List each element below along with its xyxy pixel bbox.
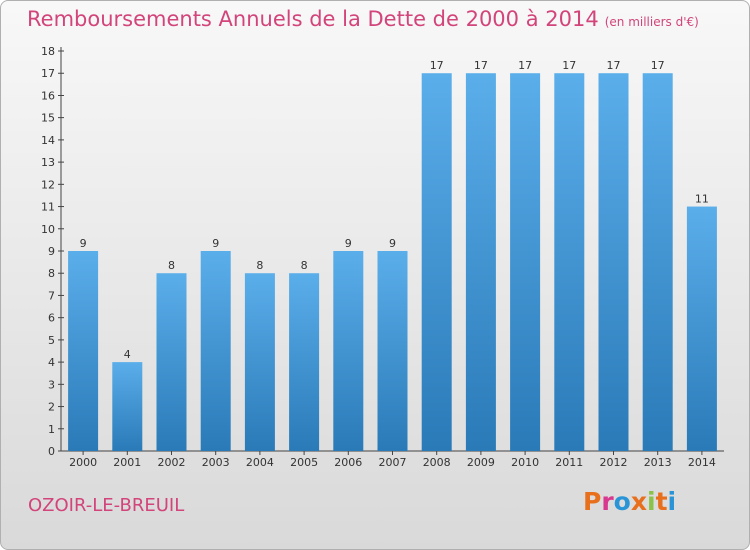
value-label: 9 <box>389 237 396 250</box>
x-tick-label: 2005 <box>290 456 318 469</box>
value-labels: 9 4 8 9 8 8 9 9 17 17 17 17 17 17 11 <box>80 59 709 361</box>
x-tick-label: 2011 <box>555 456 583 469</box>
y-tick-label: 11 <box>41 201 55 214</box>
bar <box>554 73 585 451</box>
bar <box>642 73 673 451</box>
y-tick-label: 16 <box>41 89 55 102</box>
y-tick-label: 9 <box>48 245 55 258</box>
brand-letter: o <box>613 487 631 516</box>
bar <box>686 206 717 451</box>
value-label: 11 <box>695 193 709 206</box>
value-label: 9 <box>80 237 87 250</box>
bar <box>598 73 629 451</box>
x-tick-label: 2010 <box>511 456 539 469</box>
x-tick-label: 2006 <box>334 456 362 469</box>
bar <box>112 362 143 451</box>
x-tick-label: 2001 <box>113 456 141 469</box>
y-tick-label: 14 <box>41 134 55 147</box>
y-tick-label: 7 <box>48 289 55 302</box>
y-tick-label: 6 <box>48 312 55 325</box>
bar <box>156 273 187 451</box>
value-label: 17 <box>430 59 444 72</box>
x-tick-label: 2012 <box>600 456 628 469</box>
bar <box>333 251 364 451</box>
y-tick-label: 18 <box>41 45 55 58</box>
x-tick-label: 2003 <box>202 456 230 469</box>
x-tick-label: 2000 <box>69 456 97 469</box>
x-tick-label: 2009 <box>467 456 495 469</box>
y-tick-label: 8 <box>48 267 55 280</box>
value-label: 8 <box>168 259 175 272</box>
brand-letter: x <box>630 487 647 516</box>
brand-letter: i <box>667 487 677 516</box>
x-tick-label: 2007 <box>379 456 407 469</box>
y-tick-label: 15 <box>41 112 55 125</box>
y-tick-label: 0 <box>48 445 55 458</box>
bar <box>421 73 452 451</box>
x-tick-label: 2008 <box>423 456 451 469</box>
city-name: OZOIR-LE-BREUIL <box>28 495 185 516</box>
brand-letter: P <box>583 487 602 516</box>
x-tick-label: 2013 <box>644 456 672 469</box>
y-tick-label: 4 <box>48 356 55 369</box>
brand-letter: t <box>655 487 668 516</box>
brand-letter: i <box>647 487 656 516</box>
y-tick-label: 13 <box>41 156 55 169</box>
y-tick-label: 10 <box>41 223 55 236</box>
y-tick-label: 5 <box>48 334 55 347</box>
y-tick-label: 17 <box>41 67 55 80</box>
brand-logo: Proxiti <box>583 487 676 516</box>
y-tick-label: 3 <box>48 378 55 391</box>
bar <box>244 273 275 451</box>
y-tick-label: 12 <box>41 178 55 191</box>
y-tick-label: 1 <box>48 423 55 436</box>
value-label: 8 <box>256 259 263 272</box>
value-label: 8 <box>301 259 308 272</box>
unit-note: (en milliers d'€) <box>604 15 699 29</box>
bar <box>377 251 408 451</box>
title-text: Remboursements Annuels de la Dette de 20… <box>27 7 599 31</box>
value-label: 9 <box>345 237 352 250</box>
chart-title: Remboursements Annuels de la Dette de 20… <box>27 7 699 31</box>
x-tick-label: 2014 <box>688 456 716 469</box>
value-label: 17 <box>607 59 621 72</box>
bar <box>200 251 231 451</box>
value-label: 17 <box>474 59 488 72</box>
bar <box>68 251 99 451</box>
value-label: 17 <box>562 59 576 72</box>
value-label: 17 <box>518 59 532 72</box>
value-label: 17 <box>651 59 665 72</box>
brand-letter: r <box>601 487 614 516</box>
y-tick-label: 2 <box>48 401 55 414</box>
value-label: 9 <box>212 237 219 250</box>
x-tick-label: 2002 <box>158 456 186 469</box>
x-tick-label: 2004 <box>246 456 274 469</box>
value-label: 4 <box>124 348 131 361</box>
bar <box>510 73 541 451</box>
bar <box>465 73 496 451</box>
bar <box>289 273 320 451</box>
bars <box>68 73 717 451</box>
